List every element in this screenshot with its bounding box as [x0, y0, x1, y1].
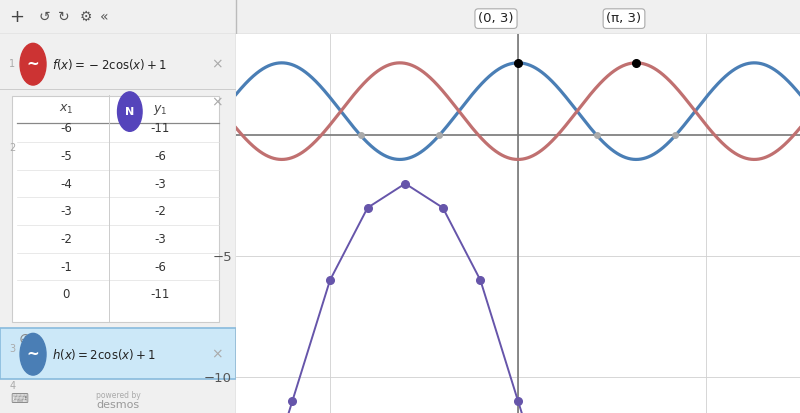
Text: N: N	[125, 107, 134, 116]
Text: $y_1$: $y_1$	[154, 103, 168, 117]
Text: ~: ~	[26, 347, 39, 362]
Text: ×: ×	[211, 95, 223, 109]
Text: 3: 3	[10, 344, 15, 354]
Text: 2: 2	[10, 142, 16, 153]
Text: +: +	[10, 8, 25, 26]
Text: -6: -6	[154, 150, 166, 163]
Text: -2: -2	[154, 205, 166, 218]
Text: ⊕: ⊕	[19, 332, 32, 347]
Circle shape	[20, 43, 46, 85]
Text: (π, 3): (π, 3)	[606, 12, 642, 25]
Text: -11: -11	[150, 122, 170, 135]
Circle shape	[20, 333, 46, 375]
Text: ⌨: ⌨	[10, 393, 28, 406]
Text: ↻: ↻	[58, 10, 70, 24]
Text: 1: 1	[10, 59, 15, 69]
Text: ↺: ↺	[38, 10, 50, 24]
Text: ~: ~	[26, 57, 39, 72]
Circle shape	[118, 92, 142, 131]
Text: $h(x) = 2\cos(x)+1$: $h(x) = 2\cos(x)+1$	[52, 347, 156, 362]
Text: (0, 3): (0, 3)	[478, 12, 514, 25]
Text: -1: -1	[60, 261, 72, 273]
Text: ×: ×	[211, 347, 223, 361]
FancyBboxPatch shape	[12, 96, 219, 322]
Text: $x_1$: $x_1$	[59, 103, 74, 116]
Text: 0: 0	[62, 288, 70, 301]
Text: powered by: powered by	[96, 392, 140, 401]
Text: desmos: desmos	[97, 400, 139, 410]
Text: -11: -11	[150, 288, 170, 301]
Text: «: «	[100, 10, 109, 24]
FancyBboxPatch shape	[0, 328, 236, 379]
Text: -6: -6	[154, 261, 166, 273]
Text: -3: -3	[60, 205, 72, 218]
Text: -3: -3	[154, 233, 166, 246]
Text: -2: -2	[60, 233, 72, 246]
Text: 4: 4	[10, 382, 15, 392]
Text: $f(x) = -2\cos(x)+1$: $f(x) = -2\cos(x)+1$	[52, 57, 167, 72]
Text: -3: -3	[154, 178, 166, 190]
Text: -5: -5	[60, 150, 72, 163]
Text: ⚙: ⚙	[80, 10, 93, 24]
Text: ×: ×	[211, 57, 223, 71]
Text: -6: -6	[60, 122, 72, 135]
Text: -4: -4	[60, 178, 72, 190]
